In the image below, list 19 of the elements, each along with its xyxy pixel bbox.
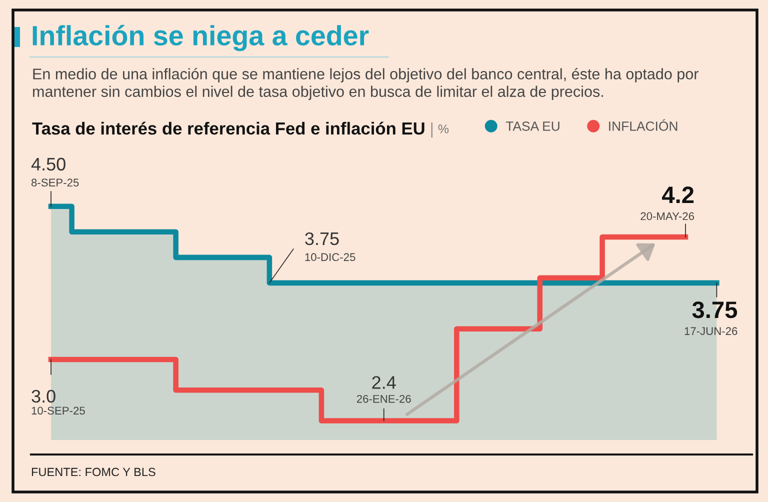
data-label: 4.2 — [662, 186, 694, 204]
data-label: 3.75 — [692, 301, 738, 318]
legend-label: TASA EU — [506, 122, 560, 131]
data-label: 2.4 — [372, 376, 396, 389]
source-note: FUENTE: FOMC Y BLS — [32, 468, 156, 476]
text: Tasa de interés de referencia Fed e inflación EU — [32, 122, 424, 135]
annotation: 8-SEP-25 — [31, 178, 79, 187]
annotation: 20-MAY-26 — [640, 212, 694, 220]
annotation: 10-SEP-25 — [32, 406, 85, 415]
data-label: 3.75 — [305, 232, 339, 246]
annotation: 10-DIC-25 — [305, 253, 356, 262]
text: % — [438, 124, 449, 134]
data-label: 4.50 — [31, 158, 66, 171]
legend-label: INFLACIÓN — [609, 119, 678, 131]
data-label: 3.0 — [32, 390, 56, 403]
annotation: 26-ENE-26 — [356, 394, 411, 403]
chart-subtitle: En medio de una inflación que se mantiene lejos del objetivo del banco central, éste ha optado por mantener sin cambios el nivel de tasa objetivo en busca de limitar el alza de precios. — [33, 68, 698, 100]
chart-title: Inflación se niega a ceder — [32, 24, 369, 52]
annotation: 17-JUN-26 — [684, 327, 738, 336]
